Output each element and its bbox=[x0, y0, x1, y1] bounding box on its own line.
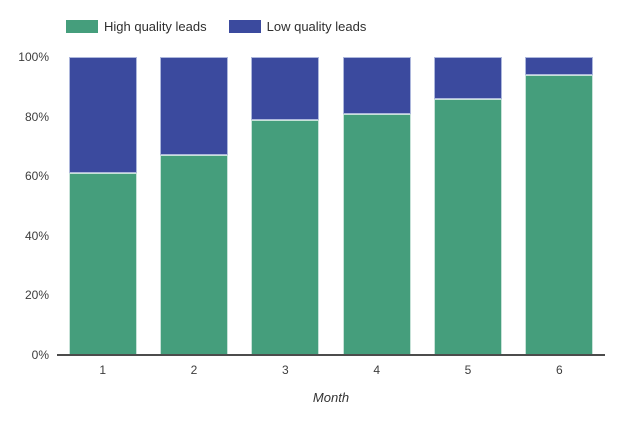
x-axis-tick-label: 6 bbox=[555, 363, 563, 377]
bar-segment-high-quality[interactable] bbox=[525, 75, 594, 355]
y-axis-tick-label: 0% bbox=[31, 348, 49, 362]
y-axis-tick-label: 20% bbox=[24, 288, 49, 303]
chart-legend: High quality leads Low quality leads bbox=[66, 20, 366, 33]
plot-area bbox=[57, 57, 605, 355]
bar-segment-high-quality[interactable] bbox=[342, 114, 411, 355]
bar-segment-high-quality[interactable] bbox=[68, 173, 137, 355]
bar-segment-low-quality[interactable] bbox=[434, 57, 502, 99]
x-axis-tick-label: 1 bbox=[99, 363, 106, 377]
bar-month-1[interactable] bbox=[68, 57, 137, 355]
bar-month-6[interactable] bbox=[525, 57, 594, 355]
bar-segment-low-quality[interactable] bbox=[160, 57, 228, 155]
x-axis-tick-label: 2 bbox=[190, 363, 198, 377]
x-axis-line bbox=[57, 354, 605, 356]
legend-label-high-quality: High quality leads bbox=[104, 19, 207, 34]
bar-month-2[interactable] bbox=[160, 57, 228, 355]
bar-segment-low-quality[interactable] bbox=[251, 57, 320, 120]
x-axis-tick-label: 4 bbox=[373, 363, 380, 377]
legend-swatch-high-quality-icon bbox=[66, 20, 98, 33]
bar-month-3[interactable] bbox=[251, 57, 320, 355]
legend-item-high-quality[interactable]: High quality leads bbox=[66, 20, 207, 33]
x-axis-tick-label: 5 bbox=[464, 363, 472, 377]
x-axis-title: Month bbox=[312, 390, 350, 405]
bar-month-4[interactable] bbox=[342, 57, 411, 355]
bar-segment-high-quality[interactable] bbox=[434, 99, 502, 355]
bar-segment-high-quality[interactable] bbox=[160, 155, 228, 355]
bar-month-5[interactable] bbox=[434, 57, 502, 355]
bar-segment-low-quality[interactable] bbox=[342, 57, 411, 114]
legend-item-low-quality[interactable]: Low quality leads bbox=[228, 19, 367, 34]
bar-segment-low-quality[interactable] bbox=[525, 57, 594, 75]
y-axis-tick-label: 40% bbox=[24, 228, 49, 243]
legend-label-low-quality: Low quality leads bbox=[266, 19, 367, 34]
legend-swatch-low-quality-icon bbox=[228, 20, 261, 33]
y-axis-tick-label: 80% bbox=[24, 109, 49, 124]
bar-segment-low-quality[interactable] bbox=[68, 57, 137, 173]
x-axis-tick-label: 3 bbox=[281, 363, 289, 377]
y-axis-tick-label: 60% bbox=[24, 169, 49, 184]
y-axis-tick-label: 100% bbox=[18, 50, 49, 64]
bar-segment-high-quality[interactable] bbox=[251, 120, 320, 355]
